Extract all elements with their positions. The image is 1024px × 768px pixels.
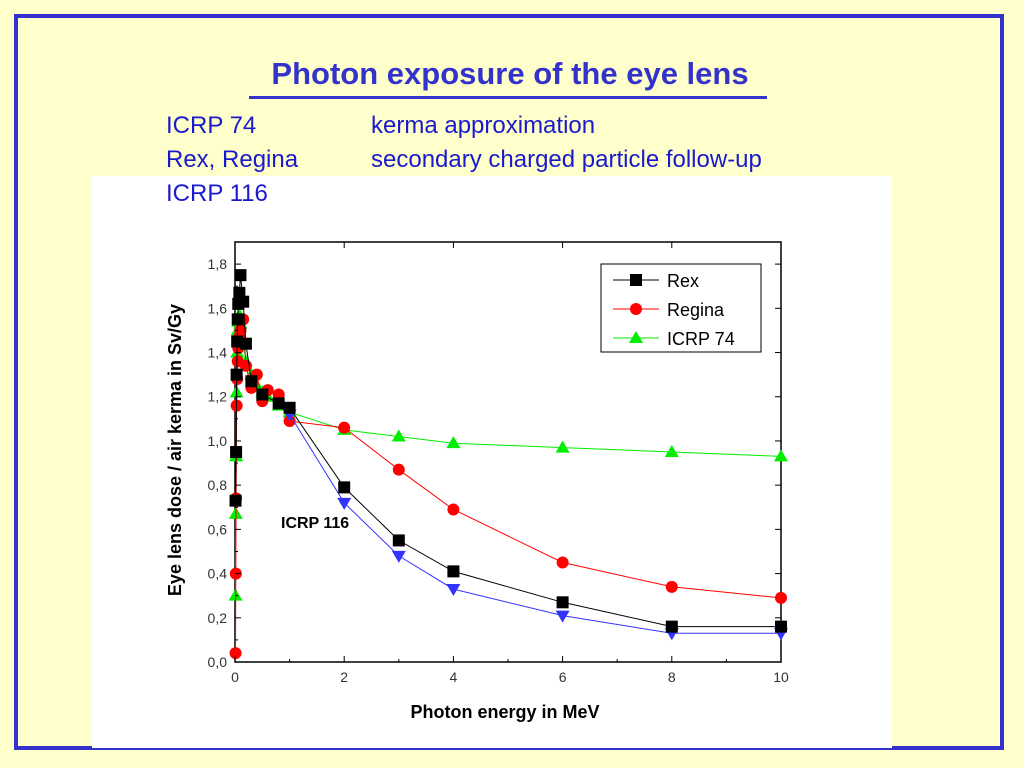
- data-point-rex: [447, 565, 460, 578]
- legend-label: Regina: [667, 300, 725, 320]
- data-point-rex: [231, 313, 244, 326]
- y-axis-label: Eye lens dose / air kerma in Sv/Gy: [165, 304, 185, 596]
- x-tick-label: 6: [559, 669, 567, 685]
- data-point-rex: [230, 446, 243, 458]
- series-rex: [229, 269, 787, 633]
- y-tick-label: 1,8: [208, 256, 228, 272]
- data-point-rex: [338, 481, 351, 494]
- y-tick-label: 1,0: [208, 433, 228, 449]
- y-tick-label: 1,6: [208, 300, 228, 316]
- data-point-rex: [556, 596, 569, 609]
- row-text-2: secondary charged particle follow-up: [371, 146, 762, 173]
- y-tick-label: 1,4: [208, 345, 228, 361]
- data-point-regina: [556, 556, 569, 569]
- data-point-rex: [234, 269, 247, 282]
- data-point-rex: [272, 397, 285, 410]
- data-point-icrp-74: [664, 445, 679, 457]
- y-tick-label: 1,2: [208, 389, 228, 405]
- legend-item-rex: Rex: [613, 271, 699, 291]
- x-tick-label: 8: [668, 669, 676, 685]
- data-point-regina: [775, 591, 787, 604]
- x-axis-label: Photon energy in MeV: [410, 702, 599, 722]
- data-point-regina: [665, 580, 678, 593]
- legend-marker: [630, 303, 642, 315]
- data-point-rex: [239, 337, 252, 350]
- data-point-icrp-116: [391, 550, 406, 563]
- data-point-rex: [245, 375, 258, 388]
- data-point-rex: [237, 295, 250, 308]
- y-tick-label: 0,0: [208, 654, 228, 670]
- data-point-regina: [338, 421, 351, 434]
- x-tick-label: 0: [231, 669, 239, 685]
- data-point-regina: [447, 503, 460, 516]
- y-tick-label: 0,2: [208, 610, 228, 626]
- slide-title: Photon exposure of the eye lens: [271, 56, 749, 91]
- data-point-icrp-116: [555, 610, 570, 623]
- legend-marker: [629, 331, 643, 343]
- legend-marker: [630, 274, 642, 286]
- legend-item-regina: Regina: [613, 300, 725, 320]
- x-tick-label: 2: [340, 669, 348, 685]
- data-point-rex: [283, 401, 296, 414]
- legend-box: [600, 263, 762, 353]
- chart: 0,0 0,2 0,4 0,6 0,8 1,0 1,2 1,4 1,6 1,8 0 2 4 6 8 10 Re…: [165, 241, 789, 722]
- slide-frame: Photon exposure of the eye lens: [14, 14, 1004, 750]
- y-tick-label: 0,6: [208, 521, 228, 537]
- data-point-icrp-74: [774, 449, 788, 462]
- x-tick-label: 4: [450, 669, 458, 685]
- row-text-1: kerma approximation: [371, 112, 596, 139]
- y-tick-label: 0,8: [208, 477, 228, 493]
- data-point-rex: [229, 494, 242, 507]
- data-point-rex: [392, 534, 405, 547]
- data-point-rex: [775, 620, 787, 633]
- title-underline: [249, 96, 767, 99]
- y-tick-label: 0,4: [208, 566, 228, 582]
- row-label-1: ICRP 74: [166, 112, 257, 139]
- data-point-rex: [256, 388, 269, 401]
- data-point-icrp-116: [446, 584, 461, 597]
- data-point-icrp-74: [446, 436, 461, 449]
- legend-item-icrp-74: ICRP 74: [613, 329, 735, 349]
- icrp116-annotation: ICRP 116: [281, 515, 349, 532]
- data-point-rex: [665, 620, 678, 633]
- data-point-icrp-74: [555, 440, 570, 453]
- data-point-icrp-116: [337, 497, 352, 510]
- x-tick-label: 10: [773, 669, 789, 685]
- data-point-icrp-74: [391, 429, 406, 442]
- legend-label: Rex: [667, 271, 699, 291]
- row-label-2: Rex, Regina: [166, 146, 299, 173]
- legend-label: ICRP 74: [667, 329, 735, 349]
- data-point-regina: [392, 463, 405, 476]
- row-label-3: ICRP 116: [166, 180, 268, 207]
- data-point-regina: [229, 647, 242, 660]
